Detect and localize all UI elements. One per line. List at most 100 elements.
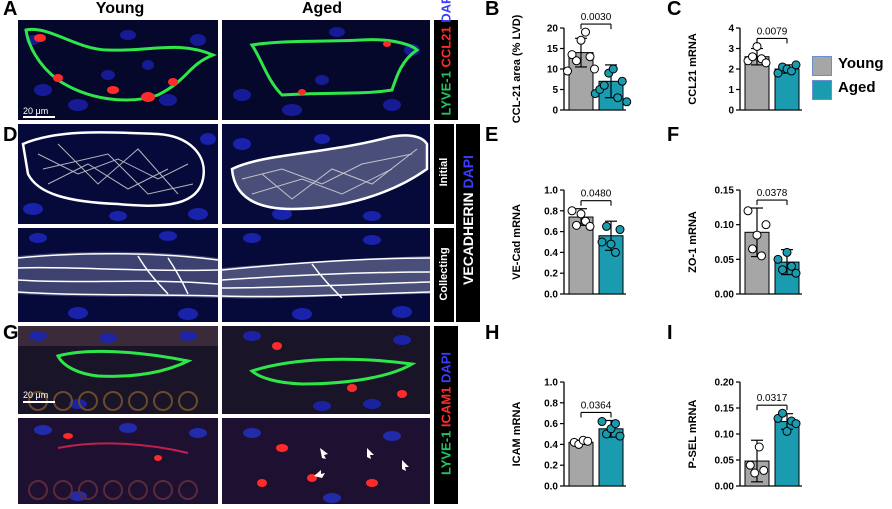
legend-swatch-young: [812, 56, 832, 76]
data-point: [611, 419, 620, 429]
y-tick-label: 0.0: [544, 290, 558, 301]
y-tick-label: 0.2: [544, 269, 558, 280]
data-point: [761, 58, 771, 68]
y-tick-label: 0.00: [715, 290, 735, 301]
arrow-marker-icon-4: [314, 470, 325, 478]
data-point: [590, 64, 599, 74]
data-point: [778, 265, 787, 275]
y-axis-label: ZO-1 mRNA: [687, 211, 699, 273]
legend-swatch-aged: [812, 80, 832, 100]
bar-young: [568, 441, 594, 487]
data-point: [597, 237, 607, 247]
legend-label-young: Young: [838, 55, 884, 72]
arrow-marker-icon-3: [402, 460, 409, 471]
stain-label-dapi-g: DAPI: [438, 351, 454, 384]
y-tick-label: 0.20: [715, 378, 735, 389]
data-point: [585, 52, 595, 62]
stain-label-bar-g: LYVE-1 ICAM1 DAPI: [434, 326, 458, 504]
chart-h: ICAM mRNA 0.0 0.2 0.4 0.6 0.8 1.0 0.0364: [511, 378, 626, 493]
data-point: [599, 80, 609, 90]
y-tick-label: 15: [547, 44, 559, 55]
data-point: [581, 27, 590, 37]
data-point: [572, 220, 581, 230]
row-label-initial: Initial: [438, 157, 450, 187]
y-tick-label: 1.0: [544, 378, 558, 389]
data-point: [567, 50, 577, 60]
y-axis-label: CCL21 mRNA: [687, 33, 699, 105]
data-point: [752, 230, 762, 240]
data-point: [791, 268, 801, 278]
data-point: [787, 261, 796, 271]
data-point: [761, 220, 771, 230]
p-value-label: 0.0030: [581, 12, 612, 23]
panel-letter-b: B: [485, 0, 500, 20]
y-axis-label: VE-Cad mRNA: [511, 204, 523, 280]
micrograph-d-aged-collecting: [222, 228, 430, 322]
data-point: [572, 56, 581, 66]
data-point: [791, 60, 801, 70]
data-point: [778, 408, 787, 418]
data-point: [567, 206, 577, 216]
stain-label-dapi-d: DAPI: [460, 155, 476, 189]
scale-bar-label-a: 20 μm: [23, 106, 48, 116]
y-tick-label: 0: [552, 106, 558, 117]
data-point: [791, 419, 801, 429]
data-point: [757, 251, 766, 261]
stain-label-ccl21-a: CCL21: [438, 26, 454, 68]
y-axis-label: ICAM mRNA: [511, 402, 523, 467]
legend: Young Aged: [812, 54, 892, 114]
micrograph-a-aged: [222, 20, 430, 120]
data-point: [773, 254, 783, 264]
y-tick-label: 0.05: [715, 255, 735, 266]
y-tick-label: 2: [728, 65, 734, 76]
stain-label-bar-a: LYVE-1 CCL21 DAPI: [434, 0, 458, 120]
chart-i: P-SEL mRNA 0.00 0.05 0.10 0.15 0.20 0.0317: [687, 378, 802, 493]
stain-label-lyve1-a: LYVE-1: [438, 71, 454, 116]
y-tick-label: 0: [728, 106, 734, 117]
data-point: [576, 35, 586, 45]
y-tick-label: 20: [547, 24, 559, 35]
stain-label-icam1-g: ICAM1: [438, 386, 454, 428]
y-tick-label: 0.8: [544, 206, 558, 217]
arrow-marker-icon-2: [367, 448, 374, 459]
data-point: [602, 221, 611, 231]
y-tick-label: 0.6: [544, 419, 558, 430]
y-tick-label: 0.0: [544, 482, 558, 493]
data-point: [782, 247, 792, 257]
data-point: [608, 64, 618, 74]
y-tick-label: 10: [547, 65, 559, 76]
p-value-label: 0.0079: [757, 26, 788, 37]
data-point: [606, 239, 616, 249]
y-tick-label: 0.4: [544, 248, 558, 259]
y-tick-label: 0.10: [715, 220, 735, 231]
data-point: [611, 247, 620, 257]
data-point: [615, 225, 625, 235]
row-label-collecting-bar: Collecting: [434, 228, 454, 322]
stain-label-bar-d: VECADHERIN DAPI: [456, 124, 480, 322]
micrograph-d-young-collecting: [18, 228, 218, 322]
data-point: [745, 460, 755, 470]
data-point: [752, 41, 762, 51]
data-point: [787, 66, 796, 76]
y-tick-label: 1: [728, 85, 734, 96]
micrograph-d-young-initial: [18, 124, 218, 224]
y-tick-label: 0.8: [544, 398, 558, 409]
scale-bar-label-g: 20 μm: [23, 390, 48, 400]
stain-label-vecadherin: VECADHERIN: [460, 192, 476, 285]
p-value-label: 0.0480: [581, 189, 612, 200]
data-point: [743, 206, 753, 216]
chart-b: CCL-21 area (% LVD) 0 5 10 15 20 0.0030: [511, 12, 632, 123]
y-tick-label: 5: [552, 85, 558, 96]
panel-letter-e: E: [485, 124, 499, 146]
row-label-initial-bar: Initial: [434, 124, 454, 224]
column-header-aged: Aged: [302, 0, 342, 17]
panel-letter-a: A: [3, 0, 18, 20]
data-point: [576, 209, 586, 219]
data-point: [782, 426, 792, 436]
y-tick-label: 0.15: [715, 404, 735, 415]
p-value-label: 0.0317: [757, 393, 788, 404]
legend-label-aged: Aged: [838, 79, 876, 96]
arrow-marker-icon-1: [320, 448, 328, 459]
panel-letter-g: G: [3, 322, 19, 344]
stain-label-dapi-a: DAPI: [438, 0, 454, 23]
